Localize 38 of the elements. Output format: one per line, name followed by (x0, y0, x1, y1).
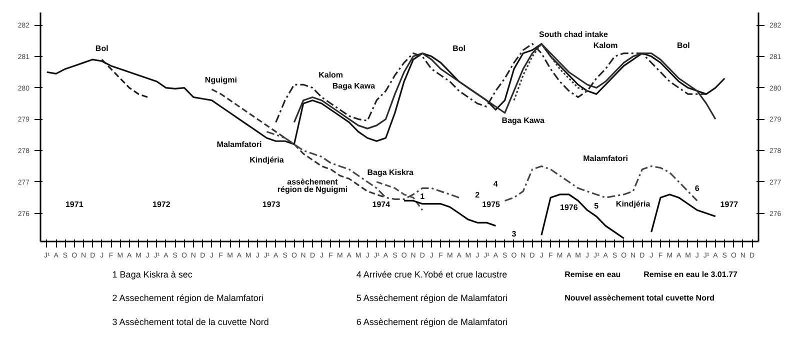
text: 2 Assechement région de Malamfatori (112, 293, 264, 304)
annotation: Kalom (318, 70, 344, 80)
annotation: Kindjéria (250, 155, 284, 164)
annotation: 1 (420, 192, 426, 202)
annotation: 3 (512, 230, 517, 239)
annotation: Kalom (593, 40, 618, 50)
annotation: Kindjéria (616, 199, 651, 208)
annotation: Baga Kawa (502, 116, 546, 126)
annotation: South chad intake (539, 30, 609, 39)
annotation: Malamfatori (216, 140, 262, 149)
annotation: assèchement (287, 177, 338, 186)
annotation: 1976 (560, 202, 578, 212)
text: 5 Assèchement région de Malamfatori (356, 293, 508, 304)
text: Nouvel assèchement total cuvette Nord (564, 294, 715, 303)
annotation: 6 (694, 184, 700, 194)
annotation: région de Nguigmi (277, 185, 348, 194)
annotation: 2 (475, 190, 480, 200)
text: Remise en eau (564, 270, 621, 279)
text: 1 Baga Kiskra à sec (112, 269, 193, 280)
annotation: Baga Kiskra (367, 168, 414, 177)
annotation: 1975 (482, 200, 501, 209)
annotation: Bol (95, 44, 108, 54)
text: 3 Assèchement total de la cuvette Nord (112, 316, 269, 327)
annotation: Bol (452, 44, 466, 54)
annotation: 1972 (152, 200, 171, 209)
annotation: 5 (594, 201, 600, 210)
annotation: 1974 (372, 200, 391, 209)
annotation: 4 (493, 179, 498, 188)
text: 6 Assèchement région de Malamfatori (356, 316, 508, 327)
annotation: Bol (676, 40, 690, 50)
annotation: Malamfatori (583, 154, 628, 163)
text: Remise en eau le 3.01.77 (644, 270, 738, 279)
annotation: 1973 (262, 200, 281, 209)
annotation: 1971 (65, 200, 84, 209)
annotation: Baga Kawa (332, 82, 376, 91)
text: 4 Arrivée crue K.Yobé et crue lacustre (356, 269, 508, 280)
annotation: 1977 (720, 200, 739, 209)
annotation: Nguigmi (204, 75, 237, 84)
